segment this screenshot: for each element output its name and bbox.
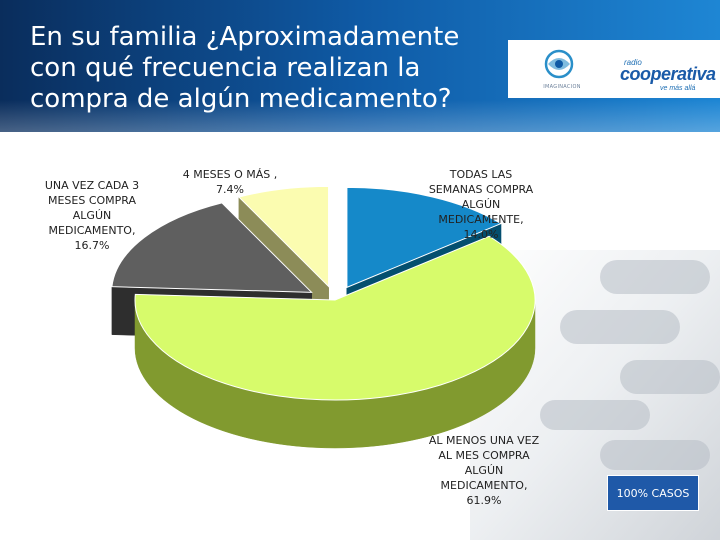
brand-small-text: radio (624, 58, 642, 67)
slice-top-monthly (134, 235, 536, 401)
brand-logo-text: cooperativa (620, 64, 716, 84)
slice-monthly (134, 235, 536, 449)
logo-left-text: IMAGINACION (543, 84, 581, 90)
slice-label-quarterly: UNA VEZ CADA 3 MESES COMPRA ALGÚN MEDICA… (44, 179, 140, 252)
slice-label-four-months: 4 MESES O MÁS , 7.4% (182, 168, 278, 196)
slice-label-weekly: TODAS LAS SEMANAS COMPRA ALGÚN MEDICAMEN… (428, 168, 534, 241)
slice-top-quarterly (111, 202, 313, 293)
cases-badge: 100% CASOS (607, 475, 699, 511)
slide-title: En su familia ¿Aproximadamente con qué f… (30, 22, 460, 114)
slice-label-monthly: AL MENOS UNA VEZ AL MES COMPRA ALGÚN MED… (428, 434, 540, 507)
brand-tagline: ve más allá (660, 85, 696, 92)
logo-panel (508, 40, 720, 98)
imaginacion-logo-icon (544, 49, 574, 79)
slice-top-weekly (346, 186, 503, 289)
slice-top-four-months (237, 185, 330, 288)
